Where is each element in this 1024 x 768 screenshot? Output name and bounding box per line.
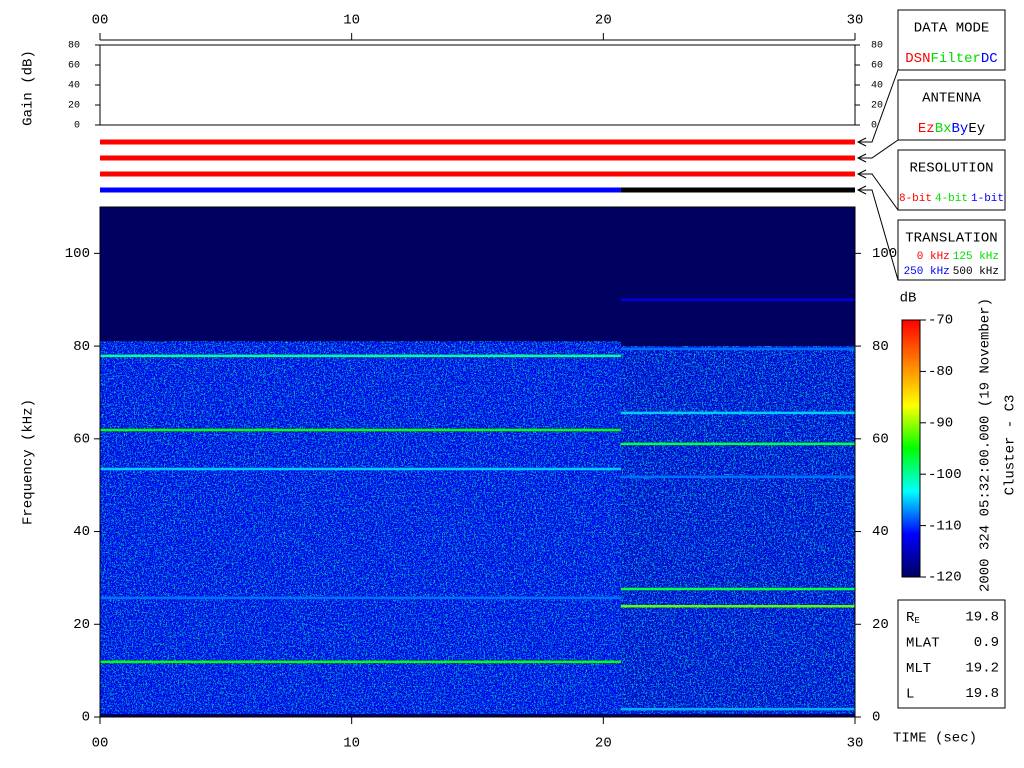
x-tick-label: 20 — [595, 13, 612, 29]
legend-options: 250 kHz 500 kHz — [904, 266, 999, 278]
legend-connector — [858, 139, 899, 159]
arrowhead — [856, 137, 867, 147]
legend-options: 0 kHz 125 kHz — [917, 251, 999, 263]
gain-tick-label: 0 — [74, 121, 80, 132]
info-value: 0.9 — [974, 635, 999, 651]
y-tick-label: 0 — [872, 710, 880, 726]
legend-connector — [858, 189, 899, 281]
legend-option: 8-bit — [899, 193, 932, 205]
x-tick-label: 30 — [847, 736, 864, 752]
gain-tick-label: 0 — [871, 121, 877, 132]
x-tick-label: 10 — [343, 736, 360, 752]
legend-option: 125 kHz — [953, 251, 999, 263]
legend-option: 500 kHz — [953, 266, 999, 278]
gain-label: Gain (dB) — [21, 50, 37, 126]
info-label-main: L — [906, 686, 914, 702]
legend-option: Ey — [968, 121, 985, 137]
gain-tick-label: 40 — [68, 81, 80, 92]
legend-options: DSNFilterDC — [905, 51, 997, 67]
y-tick-label: 0 — [82, 710, 90, 726]
colorbar-tick-label: -70 — [928, 313, 953, 329]
legend-title: DATA MODE — [914, 21, 990, 37]
info-value: 19.8 — [965, 610, 999, 626]
annotation: Cluster - C3 — [1003, 395, 1019, 496]
legend-option: Filter — [930, 51, 980, 67]
legend-option: 1-bit — [971, 193, 1004, 205]
legend-option: DSN — [905, 51, 930, 67]
info-label-sub: E — [914, 616, 919, 626]
legend-option: 0 kHz — [917, 251, 950, 263]
info-box — [897, 599, 1006, 709]
legend-title: ANTENNA — [922, 91, 981, 107]
x-tick-label: 10 — [343, 13, 360, 29]
y-tick-label: 80 — [872, 339, 889, 355]
arrowhead — [856, 169, 867, 179]
noise-texture — [100, 341, 621, 714]
colorbar-label: dB — [900, 291, 917, 307]
x-tick-label: 30 — [847, 13, 864, 29]
y-tick-label: 40 — [872, 524, 889, 540]
legend-option: 250 kHz — [904, 266, 950, 278]
legend-option: 4-bit — [935, 193, 968, 205]
y-tick-label: 60 — [872, 432, 889, 448]
colorbar-tick-label: -90 — [928, 416, 953, 432]
info-label: MLT — [906, 661, 931, 677]
info-label-main: MLT — [906, 661, 931, 677]
noise-texture — [620, 346, 855, 714]
legend-box — [897, 149, 1006, 211]
x-axis-label: TIME (sec) — [893, 731, 977, 747]
legend-options: 8-bit 4-bit 1-bit — [899, 193, 1004, 205]
legend-box — [897, 9, 1006, 71]
colorbar-tick-label: -80 — [928, 364, 953, 380]
colorbar-tick-label: -120 — [928, 570, 962, 586]
legend-box — [897, 79, 1006, 141]
y-tick-label: 20 — [872, 617, 889, 633]
legend-title: RESOLUTION — [909, 161, 993, 177]
annotation: 2000 324 05:32:00.000 (19 November) — [978, 298, 994, 592]
legend-option: Bx — [935, 121, 952, 137]
info-label: L — [906, 686, 914, 702]
info-label: RE — [906, 610, 920, 627]
legend-title: TRANSLATION — [905, 231, 997, 247]
legend-option: DC — [981, 51, 998, 67]
legend-connector — [858, 69, 899, 143]
y-tick-label: 40 — [73, 524, 90, 540]
colorbar-tick-label: -100 — [928, 467, 962, 483]
arrowhead — [856, 185, 867, 195]
legend-options: EzBxByEy — [918, 121, 985, 137]
gain-tick-label: 40 — [871, 81, 883, 92]
info-label-main: R — [906, 610, 915, 626]
y-tick-label: 80 — [73, 339, 90, 355]
legend-box — [897, 219, 1006, 281]
gain-tick-label: 80 — [871, 41, 883, 52]
legend-connector — [858, 173, 899, 211]
info-label: MLAT — [906, 635, 940, 651]
x-tick-label: 00 — [92, 736, 109, 752]
y-axis-label: Frequency (kHz) — [21, 399, 37, 525]
gain-tick-label: 60 — [68, 61, 80, 72]
gain-frame — [99, 44, 856, 126]
colorbar-tick-label: -110 — [928, 518, 962, 534]
y-tick-label: 20 — [73, 617, 90, 633]
info-value: 19.2 — [965, 661, 999, 677]
x-tick-label: 00 — [92, 13, 109, 29]
legend-option: Ez — [918, 121, 935, 137]
y-tick-label: 100 — [65, 246, 90, 262]
y-tick-label: 100 — [872, 246, 897, 262]
info-label-main: MLAT — [906, 635, 940, 651]
gain-tick-label: 60 — [871, 61, 883, 72]
x-tick-label: 20 — [595, 736, 612, 752]
legend-option: By — [952, 121, 969, 137]
y-tick-label: 60 — [73, 432, 90, 448]
gain-tick-label: 20 — [871, 101, 883, 112]
plot-frame — [99, 206, 856, 718]
gain-tick-label: 80 — [68, 41, 80, 52]
colorbar — [901, 319, 921, 578]
gain-tick-label: 20 — [68, 101, 80, 112]
info-value: 19.8 — [965, 686, 999, 702]
arrowhead — [856, 153, 867, 163]
